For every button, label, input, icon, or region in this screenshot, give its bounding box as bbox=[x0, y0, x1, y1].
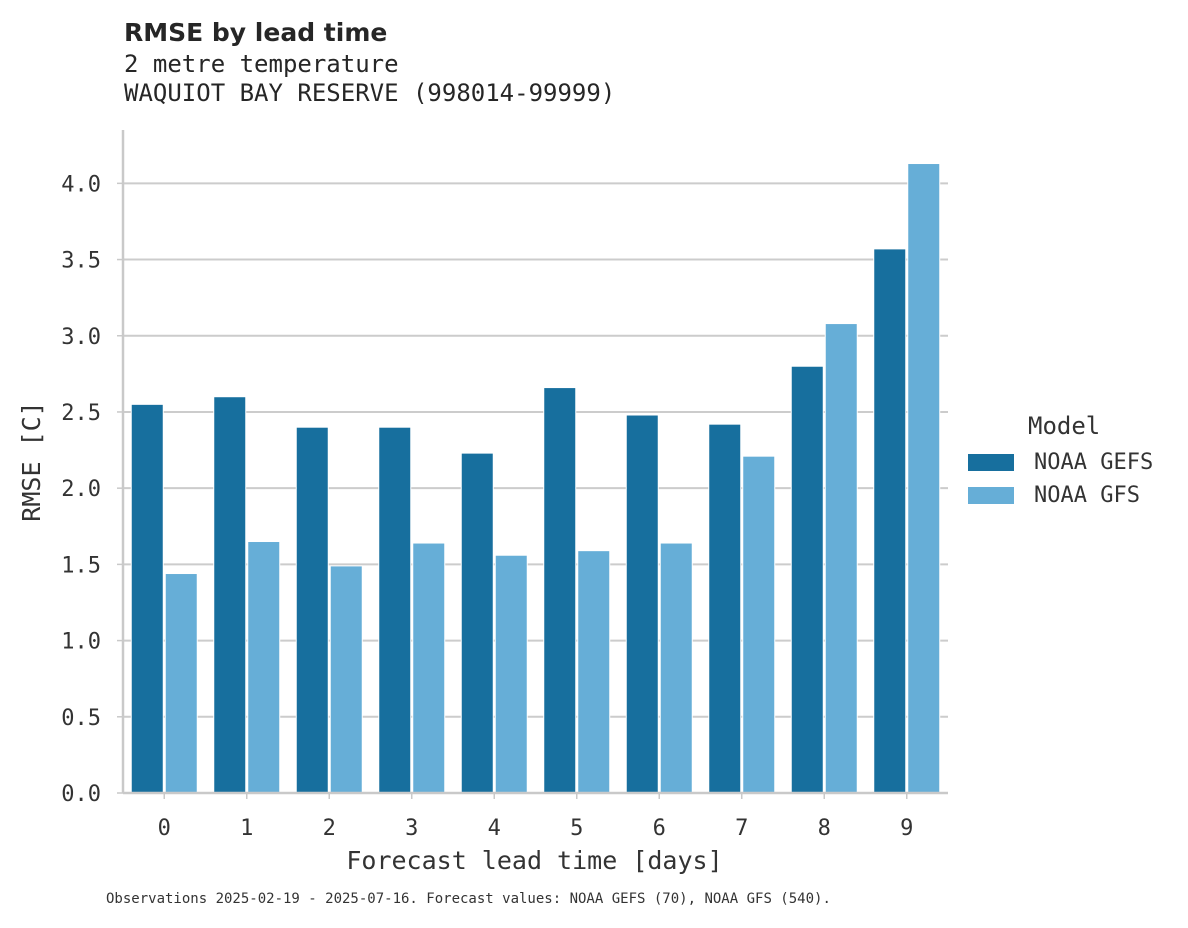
y-tick-label: 3.0 bbox=[61, 325, 101, 350]
y-tick-label: 4.0 bbox=[61, 172, 101, 197]
bar-gefs-5 bbox=[543, 387, 577, 794]
x-tick-label: 3 bbox=[405, 816, 418, 841]
x-tick-label: 7 bbox=[735, 816, 748, 841]
legend-swatch-gfs bbox=[968, 487, 1014, 504]
bar-gefs-6 bbox=[625, 414, 659, 794]
y-tick-label: 2.0 bbox=[61, 477, 101, 502]
bar-gefs-0 bbox=[130, 403, 164, 794]
bar-gfs-2 bbox=[329, 565, 363, 794]
legend-label-gefs: NOAA GEFS bbox=[1034, 450, 1154, 475]
bar-gfs-3 bbox=[412, 542, 446, 794]
chart-title: RMSE by lead time bbox=[124, 18, 388, 47]
bar-gefs-9 bbox=[873, 248, 907, 794]
legend-title: Model bbox=[1028, 412, 1101, 440]
bar-gefs-3 bbox=[378, 426, 412, 794]
bar-gfs-0 bbox=[164, 573, 198, 794]
legend-item-gfs: NOAA GFS bbox=[968, 483, 1153, 508]
legend: Model NOAA GEFS NOAA GFS bbox=[968, 412, 1153, 516]
bar-gfs-4 bbox=[494, 554, 528, 794]
bar-gfs-1 bbox=[247, 541, 281, 794]
y-tick-label: 2.5 bbox=[61, 401, 101, 426]
y-tick-label: 0.5 bbox=[61, 706, 101, 731]
y-tick-label: 3.5 bbox=[61, 249, 101, 274]
footer-note: Observations 2025-02-19 - 2025-07-16. Fo… bbox=[106, 891, 831, 907]
legend-swatch-gefs bbox=[968, 454, 1014, 471]
y-tick-label: 1.0 bbox=[61, 630, 101, 655]
bar-gfs-8 bbox=[824, 323, 858, 794]
x-tick-label: 1 bbox=[240, 816, 253, 841]
y-axis-label: RMSE [C] bbox=[17, 401, 46, 521]
legend-label-gfs: NOAA GFS bbox=[1034, 483, 1140, 508]
x-axis-label: Forecast lead time [days] bbox=[346, 846, 722, 875]
x-tick-label: 2 bbox=[323, 816, 336, 841]
chart-location: WAQUIOT BAY RESERVE (998014-99999) bbox=[124, 78, 616, 107]
x-tick-label: 5 bbox=[570, 816, 583, 841]
x-tick-label: 9 bbox=[900, 816, 913, 841]
x-tick-label: 6 bbox=[653, 816, 666, 841]
bar-gfs-9 bbox=[907, 163, 941, 794]
bar-gfs-7 bbox=[742, 455, 776, 794]
legend-item-gefs: NOAA GEFS bbox=[968, 450, 1153, 475]
bar-gefs-4 bbox=[460, 452, 494, 794]
y-tick-label: 1.5 bbox=[61, 553, 101, 578]
x-tick-label: 8 bbox=[818, 816, 831, 841]
bar-gefs-2 bbox=[295, 426, 329, 794]
bar-gefs-8 bbox=[790, 365, 824, 794]
x-tick-label: 4 bbox=[488, 816, 501, 841]
bar-gfs-5 bbox=[577, 550, 611, 794]
bar-gefs-7 bbox=[708, 423, 742, 794]
x-tick-label: 0 bbox=[158, 816, 171, 841]
bar-gefs-1 bbox=[213, 396, 247, 794]
y-tick-label: 0.0 bbox=[61, 782, 101, 807]
title-block: RMSE by lead time 2 metre temperature WA… bbox=[124, 18, 615, 108]
bar-gfs-6 bbox=[659, 542, 693, 794]
chart-subtitle: 2 metre temperature bbox=[124, 50, 399, 78]
